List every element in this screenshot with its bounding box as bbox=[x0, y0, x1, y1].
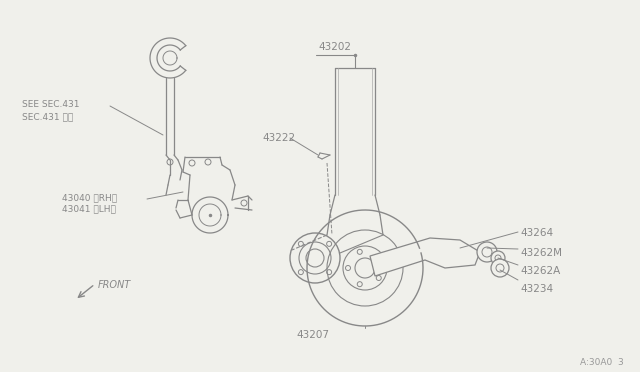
Circle shape bbox=[326, 241, 332, 246]
Circle shape bbox=[491, 251, 505, 265]
Text: SEE SEC.431: SEE SEC.431 bbox=[22, 100, 79, 109]
Circle shape bbox=[477, 242, 497, 262]
Circle shape bbox=[298, 241, 303, 246]
Text: 43041 （LH）: 43041 （LH） bbox=[62, 204, 116, 213]
Circle shape bbox=[496, 264, 504, 272]
Text: 43264: 43264 bbox=[520, 228, 553, 238]
Circle shape bbox=[357, 249, 362, 254]
Text: 43262M: 43262M bbox=[520, 248, 562, 258]
Circle shape bbox=[376, 256, 381, 260]
Text: A:30A0  3: A:30A0 3 bbox=[580, 358, 624, 367]
Polygon shape bbox=[370, 238, 480, 276]
Text: 43262A: 43262A bbox=[520, 266, 560, 276]
Text: 43234: 43234 bbox=[520, 284, 553, 294]
Circle shape bbox=[326, 270, 332, 275]
Circle shape bbox=[495, 255, 501, 261]
Circle shape bbox=[491, 259, 509, 277]
Text: FRONT: FRONT bbox=[98, 280, 131, 290]
Text: 43207: 43207 bbox=[296, 330, 330, 340]
Text: 43202: 43202 bbox=[318, 42, 351, 52]
Circle shape bbox=[346, 266, 351, 270]
Text: SEC.431 参照: SEC.431 参照 bbox=[22, 112, 73, 121]
Circle shape bbox=[357, 282, 362, 287]
Circle shape bbox=[482, 247, 492, 257]
Text: 43040 （RH）: 43040 （RH） bbox=[62, 193, 117, 202]
Circle shape bbox=[376, 276, 381, 280]
Circle shape bbox=[298, 270, 303, 275]
Text: 43222: 43222 bbox=[262, 133, 295, 143]
